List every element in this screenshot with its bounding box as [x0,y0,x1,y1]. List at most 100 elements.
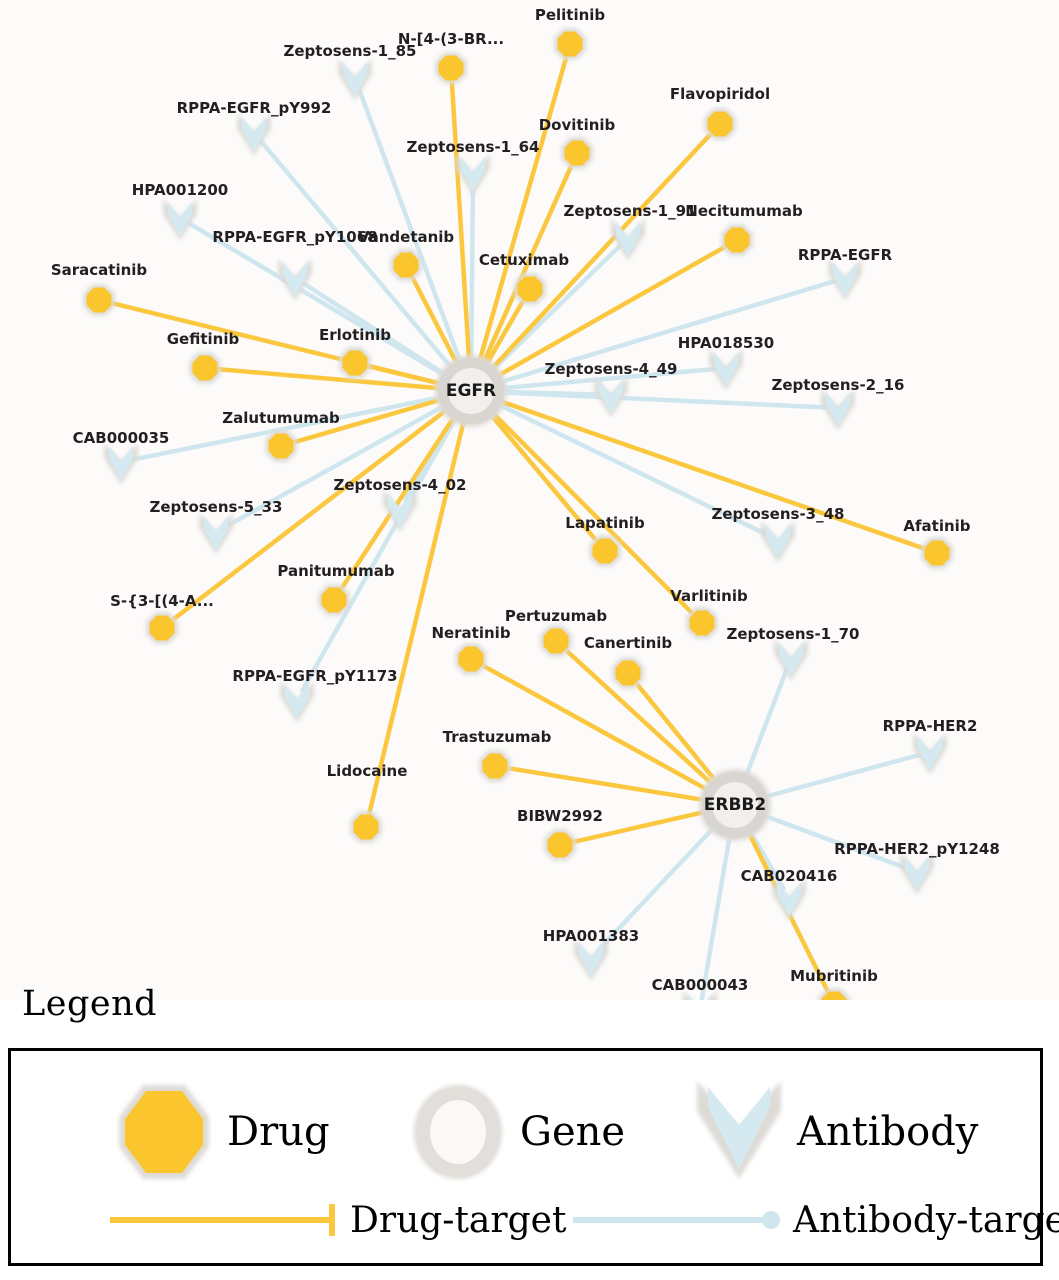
gene-icon [414,1085,502,1179]
antibody-node-label: Zeptosens-1_85 [283,42,416,60]
edge [476,52,570,368]
edge [129,394,447,463]
drug-node-label: Mubritinib [790,967,878,985]
drug-node-label: Saracatinib [51,261,148,279]
edge [493,400,771,538]
edge [495,366,718,391]
drug-node[interactable] [435,52,467,84]
drug-node[interactable] [721,224,753,256]
drug-node-label: BIBW2992 [517,807,603,825]
antibody-node[interactable] [772,878,806,921]
drug-node-label: Trastuzumab [443,728,552,746]
edge [742,666,790,783]
edge [699,829,733,1000]
antibody-node[interactable] [104,442,138,485]
antibody-node[interactable] [828,258,862,301]
edge [486,409,601,545]
drug-node-label: Panitumumab [277,562,394,580]
drug-node[interactable] [83,284,115,316]
drug-node[interactable] [612,657,644,689]
antibody-node-label: RPPA-HER2 [883,717,978,735]
antibody-node[interactable] [383,489,417,532]
drug-node-label: Vandetanib [358,228,455,246]
drug-node-label: Dovitinib [539,116,616,134]
drug-node[interactable] [479,750,511,782]
edge [363,363,448,387]
edge [337,411,459,594]
drug-node[interactable] [818,988,850,1000]
antibody-node-label: Zeptosens-1_91 [563,202,696,220]
edge [258,139,456,373]
drug-node[interactable] [189,352,221,384]
drug-node-label: Afatinib [903,517,970,535]
antibody-node[interactable] [574,938,608,981]
edge [487,407,697,618]
edge [488,243,623,375]
antibody-node-label: Zeptosens-3_48 [711,505,844,523]
labels-layer: Zeptosens-1_85 RPPA-EGFR_pY992 HPA001200 Ze… [51,6,1000,994]
drug-node[interactable] [540,625,572,657]
antibody-node[interactable] [761,520,795,563]
drug-node-label: Pertuzumab [505,607,608,625]
drug-node[interactable] [514,273,546,305]
drug-node-label: Varlitinib [670,587,748,605]
drug-target-edge-icon [110,1204,335,1236]
antibody-node[interactable] [280,680,314,723]
antibody-node[interactable] [900,852,934,895]
edge [223,401,450,529]
edge [289,396,448,446]
antibody-node[interactable] [163,198,197,241]
antibody-icon [697,1081,781,1179]
antibody-node[interactable] [199,512,233,555]
legend-shape-row: Drug Gene Antibody [11,1069,1040,1184]
gene-node[interactable] [435,355,507,427]
antibody-node[interactable] [594,375,628,418]
drug-node[interactable] [704,108,736,140]
antibody-node[interactable] [338,58,372,101]
antibody-node-label: HPA018530 [678,334,774,352]
drug-node[interactable] [339,347,371,379]
drug-node[interactable] [318,584,350,616]
drug-node[interactable] [265,430,297,462]
edge [300,412,461,693]
drug-node[interactable] [455,643,487,675]
antibody-node[interactable] [821,388,855,431]
drug-node-label: Necitumumab [685,202,803,220]
antibody-node[interactable] [913,732,947,775]
antibody-node-label: Zeptosens-1_64 [406,138,539,156]
drug-node[interactable] [561,137,593,169]
antibody-node[interactable] [611,218,645,261]
antibody-node[interactable] [456,153,490,196]
drug-node[interactable] [686,607,718,639]
antibody-node[interactable] [278,258,312,301]
drug-node-label: Lapatinib [565,514,645,532]
edge [746,826,786,891]
drug-node[interactable] [544,829,576,861]
antibody-node[interactable] [683,990,717,1000]
antibody-node-label: RPPA-EGFR_pY992 [177,99,332,117]
legend-item-antibody: Antibody [691,1077,978,1187]
antibody-node[interactable] [237,113,271,156]
antibody-node[interactable] [774,638,808,681]
antibody-node[interactable] [709,348,743,391]
drug-node[interactable] [350,811,382,843]
antibody-node-label: Zeptosens-5_33 [149,498,282,516]
antibody-node-label: Zeptosens-2_16 [771,376,904,394]
legend-item-antibody-target: Antibody-target [569,1193,1059,1247]
antibody-node-label: RPPA-HER2_pY1248 [834,840,1000,858]
edge [495,389,830,410]
legend-label-antibody: Antibody [797,1109,979,1155]
edge [568,808,711,845]
drug-node[interactable] [589,535,621,567]
antibody-node-label: RPPA-EGFR_pY1068 [212,228,377,246]
drug-node[interactable] [554,28,586,60]
legend-item-gene: Gene [406,1077,625,1187]
edge [449,76,472,367]
edge [468,181,476,367]
drug-node[interactable] [390,249,422,281]
drug-node[interactable] [921,537,953,569]
edge [302,281,451,379]
gene-node[interactable] [699,769,771,841]
drug-node[interactable] [146,612,178,644]
